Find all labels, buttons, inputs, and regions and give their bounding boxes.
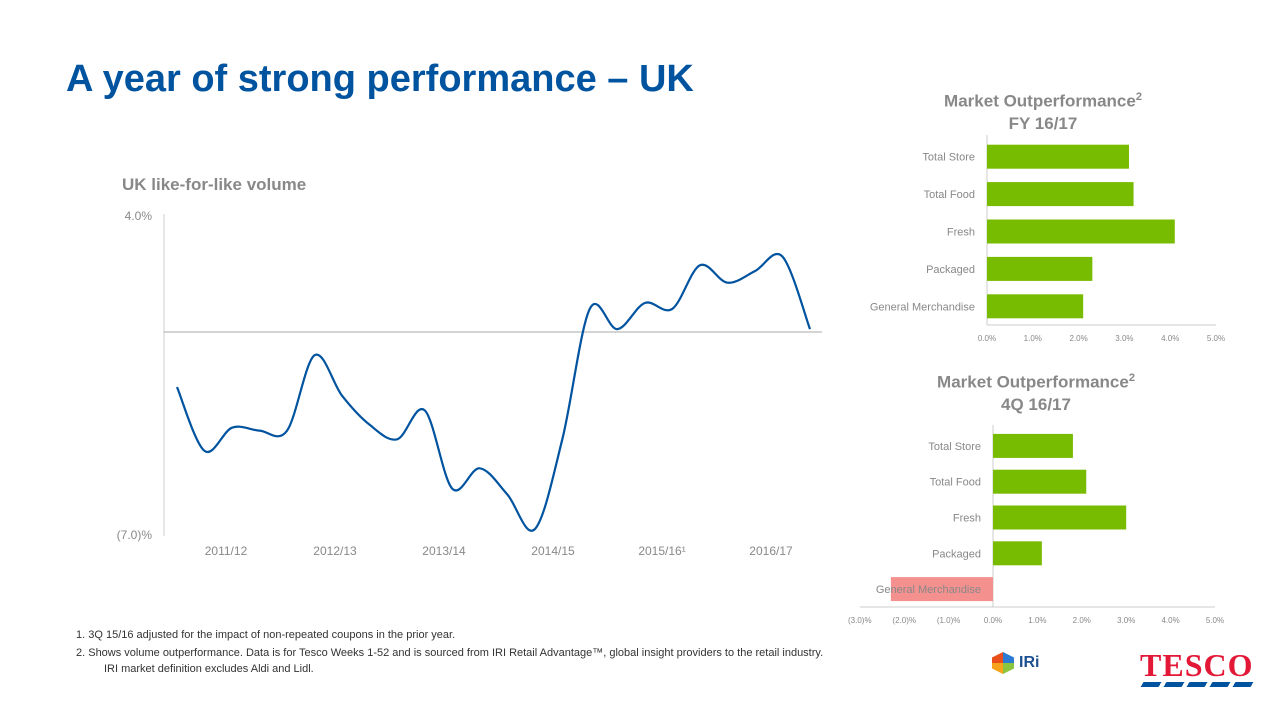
bar-chart-4q: Total Store Total Food Fresh Packaged Genera… bbox=[848, 425, 1224, 625]
bar bbox=[890, 577, 993, 602]
x-tick-label: 2013/14 bbox=[422, 544, 466, 558]
y-tick-label: 4.0% bbox=[125, 209, 153, 223]
x-tick-label: 3.0% bbox=[1117, 616, 1135, 625]
line-chart-title: UK like-for-like volume bbox=[122, 175, 307, 194]
category-label: Packaged bbox=[926, 264, 975, 276]
bar-chart-1-title: Market Outperformance2 FY 16/17 bbox=[944, 91, 1142, 133]
x-tick-label: 2015/16¹ bbox=[638, 544, 685, 558]
x-tick-label: 4.0% bbox=[1161, 616, 1179, 625]
footnote-1: 1. 3Q 15/16 adjusted for the impact of n… bbox=[76, 629, 456, 641]
tesco-logo-stripes bbox=[1140, 682, 1254, 687]
y-tick-label: (7.0)% bbox=[117, 528, 153, 542]
footnote-2: 2. Shows volume outperformance. Data is … bbox=[76, 647, 824, 659]
bar-chart-2-title: Market Outperformance2 4Q 16/17 bbox=[937, 372, 1135, 414]
x-tick-label: 3.0% bbox=[1115, 334, 1133, 343]
x-tick-label: 2014/15 bbox=[531, 544, 575, 558]
footnote-3: IRI market definition excludes Aldi and … bbox=[104, 663, 314, 675]
category-label: Total Store bbox=[928, 441, 981, 453]
bar bbox=[993, 505, 1127, 530]
x-tick-label: 2011/12 bbox=[205, 544, 248, 558]
lfl-volume-line bbox=[175, 253, 812, 532]
x-tick-label: (3.0)% bbox=[848, 616, 872, 625]
bar bbox=[993, 469, 1087, 494]
category-label: Fresh bbox=[953, 513, 981, 525]
bar bbox=[987, 256, 1093, 281]
x-tick-label: 2016/17 bbox=[749, 544, 793, 558]
bar bbox=[987, 294, 1084, 319]
bar bbox=[993, 541, 1042, 566]
x-tick-label: 1.0% bbox=[1028, 616, 1046, 625]
x-tick-label: 1.0% bbox=[1024, 334, 1042, 343]
x-tick-label: 2.0% bbox=[1073, 616, 1091, 625]
x-tick-label: (2.0)% bbox=[892, 616, 916, 625]
bar bbox=[993, 433, 1073, 458]
x-tick-label: 5.0% bbox=[1206, 616, 1224, 625]
category-label: Total Food bbox=[924, 189, 975, 201]
x-tick-label: 2.0% bbox=[1069, 334, 1087, 343]
bar-chart-fy: Total Store Total Food Fresh Packaged Genera… bbox=[870, 135, 1225, 343]
line-chart: 4.0% (7.0)% 2011/12 2012/13 2013/14 2014/15 20… bbox=[117, 209, 822, 558]
x-tick-label: 0.0% bbox=[978, 334, 996, 343]
category-label: Total Store bbox=[922, 152, 975, 164]
tesco-logo: TESCO bbox=[1140, 647, 1254, 683]
bar bbox=[987, 144, 1129, 169]
category-label: General Merchandise bbox=[870, 301, 975, 313]
category-label: Total Food bbox=[930, 477, 981, 489]
iri-logo-icon bbox=[992, 652, 1014, 674]
iri-logo: IRi bbox=[1019, 654, 1040, 671]
x-tick-label: 2012/13 bbox=[313, 544, 357, 558]
bar bbox=[987, 182, 1134, 207]
x-tick-label: 0.0% bbox=[984, 616, 1002, 625]
x-tick-label: 5.0% bbox=[1207, 334, 1225, 343]
x-tick-label: 4.0% bbox=[1161, 334, 1179, 343]
category-label: General Merchandise bbox=[876, 584, 981, 596]
x-tick-label: (1.0)% bbox=[937, 616, 961, 625]
category-label: Packaged bbox=[932, 548, 981, 560]
page-title: A year of strong performance – UK bbox=[66, 58, 694, 100]
category-label: Fresh bbox=[947, 227, 975, 239]
bar bbox=[987, 219, 1175, 244]
